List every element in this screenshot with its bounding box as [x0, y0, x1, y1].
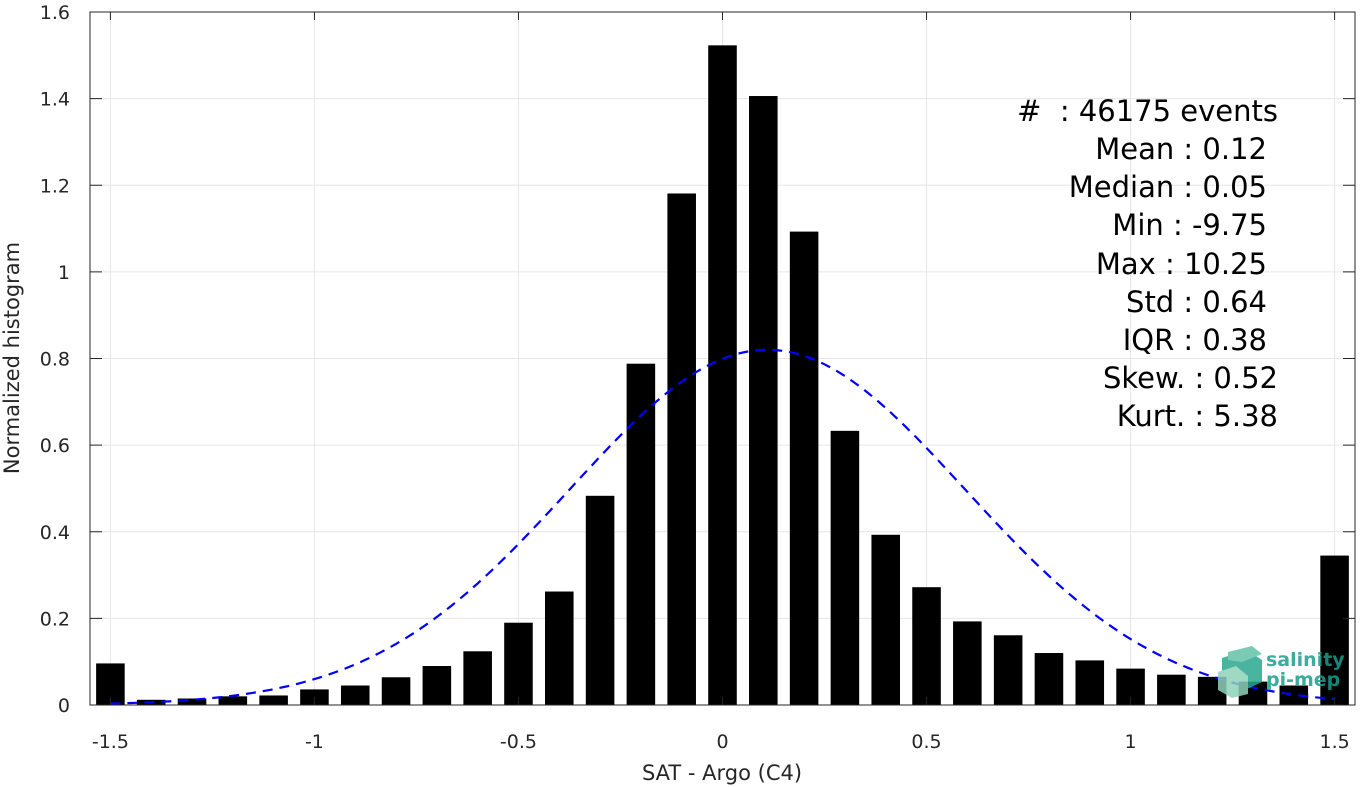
stat-skew: Skew. : 0.52 — [1103, 361, 1278, 395]
histogram-bar — [177, 698, 207, 705]
histogram-bar — [789, 231, 819, 706]
histogram-bar — [993, 635, 1023, 705]
x-tick-label: 1.5 — [1319, 731, 1349, 753]
stat-min: Min : -9.75 — [1112, 208, 1267, 242]
histogram-bar — [1320, 555, 1349, 705]
y-tick-label: 0 — [58, 695, 70, 717]
y-tick-label: 1.2 — [40, 175, 70, 197]
statistics-box: # : 46175 events Mean : 0.12 Median : 0.… — [1017, 94, 1278, 433]
histogram-bars — [96, 45, 1349, 706]
y-tick-label: 0.4 — [40, 522, 70, 544]
salinity-pimep-logo: salinity pi-mep — [1218, 646, 1345, 698]
stat-iqr: IQR : 0.38 — [1123, 323, 1267, 357]
x-tick-label: -0.5 — [500, 731, 537, 753]
histogram-bar — [504, 622, 533, 705]
histogram-bar — [830, 430, 860, 705]
histogram-bar — [585, 495, 615, 705]
histogram-bar — [749, 96, 778, 706]
x-tick-labels: -1.5 -1 -0.5 0 0.5 1 1.5 — [92, 731, 1350, 753]
stat-std: Std : 0.64 — [1126, 285, 1267, 319]
logo-icon — [1218, 646, 1262, 698]
histogram-bar — [626, 363, 656, 705]
logo-text-line2: pi-mep — [1266, 669, 1340, 691]
y-tick-label: 0.6 — [40, 435, 70, 457]
histogram-bar — [912, 587, 941, 705]
y-tick-label: 1.6 — [40, 2, 70, 24]
histogram-bar — [953, 621, 982, 705]
x-tick-label: 0 — [716, 731, 728, 753]
stat-mean: Mean : 0.12 — [1095, 132, 1267, 166]
histogram-bar — [340, 685, 370, 705]
y-tick-labels: 0 0.2 0.4 0.6 0.8 1 1.2 1.4 1.6 — [40, 2, 70, 717]
histogram-bar — [1034, 653, 1064, 705]
histogram-bar — [1157, 674, 1186, 705]
x-axis-label: SAT - Argo (C4) — [642, 761, 802, 785]
x-tick-label: 1 — [1125, 731, 1137, 753]
histogram-bar — [667, 193, 696, 705]
y-tick-label: 0.8 — [40, 349, 70, 371]
logo-text-line1: salinity — [1266, 649, 1345, 671]
x-tick-label: -1.5 — [92, 731, 129, 753]
histogram-bar — [1075, 660, 1105, 705]
y-tick-label: 1.4 — [40, 89, 70, 111]
stat-kurt: Kurt. : 5.38 — [1117, 399, 1278, 433]
gaussian-fit-curve — [110, 348, 1335, 705]
y-tick-label: 0.2 — [40, 608, 70, 630]
histogram-bar — [544, 591, 574, 705]
y-tick-label: 1 — [58, 262, 70, 284]
histogram-bar — [708, 45, 737, 705]
histogram-bar — [463, 651, 492, 705]
histogram-bar — [381, 677, 411, 705]
histogram-bar — [218, 696, 248, 705]
x-tick-label: -1 — [305, 731, 324, 753]
y-axis-label: Normalized histogram — [0, 242, 24, 474]
stat-median: Median : 0.05 — [1069, 170, 1267, 204]
axis-ticks — [90, 11, 1355, 706]
histogram-bar — [259, 695, 288, 705]
histogram-bar — [1279, 685, 1309, 705]
stat-events: # : 46175 events — [1017, 94, 1278, 128]
histogram-bar — [422, 666, 452, 705]
stat-max: Max : 10.25 — [1096, 247, 1267, 281]
histogram-bar — [871, 534, 901, 705]
x-tick-label: 0.5 — [911, 731, 941, 753]
